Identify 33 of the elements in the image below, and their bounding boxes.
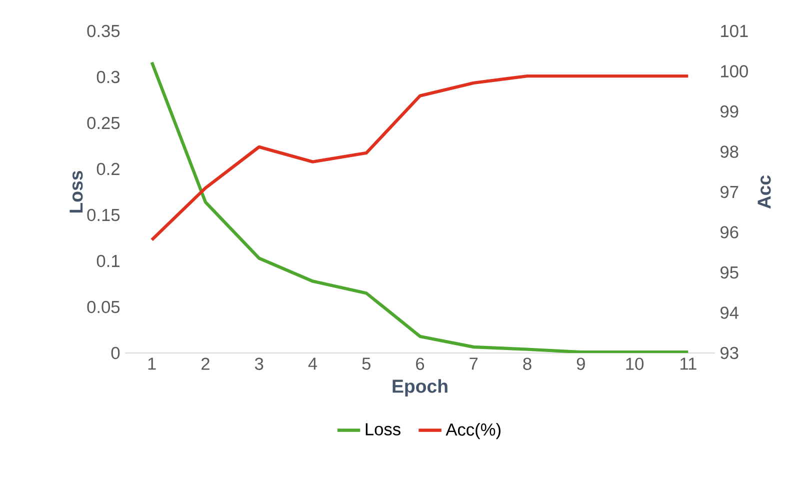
x-tick-label: 5 (362, 358, 370, 370)
y-tick-label: 0 (111, 346, 120, 360)
y2-axis-title: Acc (758, 175, 771, 209)
y-tick-label: 0.1 (96, 254, 120, 268)
y-tick-label: 0.2 (96, 162, 120, 176)
x-tick-label: 2 (202, 358, 210, 370)
y2-tick-label: 99 (720, 105, 738, 118)
x-tick-label: 11 (680, 358, 696, 370)
y-tick-label: 0.25 (87, 116, 120, 130)
x-axis-title: Epoch (392, 379, 448, 397)
x-tick-label: 10 (626, 358, 644, 370)
y-tick-label: 0.05 (87, 300, 120, 314)
x-tick-label: 8 (523, 358, 532, 370)
y-tick-label: 0.3 (96, 70, 120, 84)
y2-tick-label: 100 (721, 65, 748, 78)
y-tick-label: 0.35 (87, 24, 120, 38)
y2-tick-label: 93 (720, 346, 738, 360)
x-tick-label: 7 (470, 358, 478, 370)
x-tick-label: 3 (254, 358, 264, 370)
y2-tick-label: 95 (720, 266, 738, 279)
legend-label: Loss (366, 423, 400, 436)
y2-tick-label: 94 (720, 306, 738, 319)
y2-tick-label: 98 (720, 146, 738, 158)
x-tick-label: 9 (576, 358, 585, 370)
y-axis-title: Loss (70, 170, 83, 213)
y2-tick-label: 97 (720, 186, 738, 198)
y-tick-label: 0.15 (87, 208, 120, 222)
y2-tick-label: 101 (721, 24, 748, 38)
x-tick-label: 1 (148, 358, 156, 370)
x-tick-label: 4 (308, 358, 318, 370)
y2-tick-label: 96 (720, 226, 738, 238)
x-tick-label: 6 (416, 358, 424, 370)
legend-label: Acc(%) (446, 422, 500, 440)
